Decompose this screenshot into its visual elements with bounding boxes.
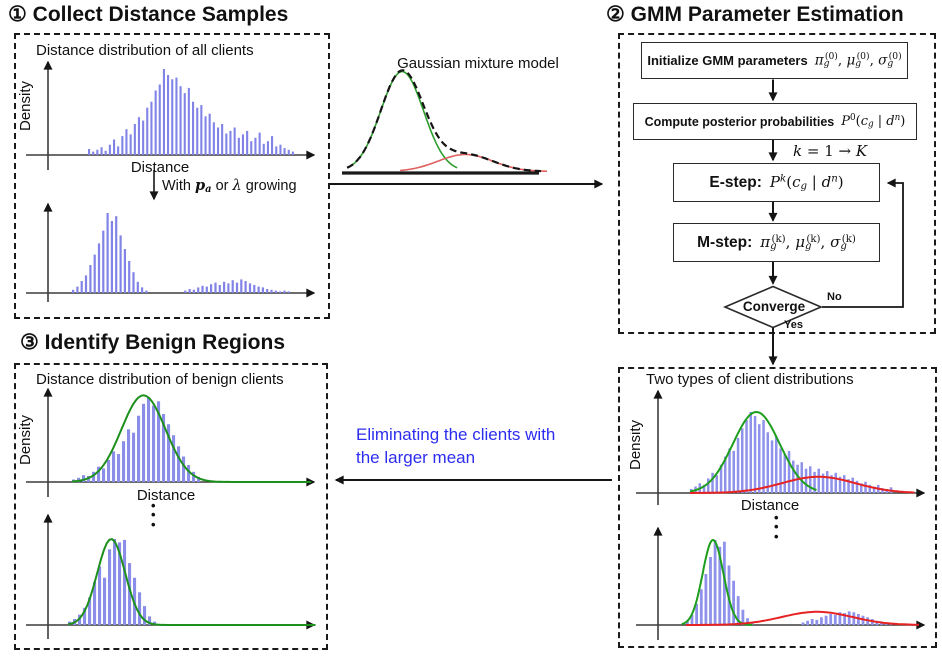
vdots-identify: • • • xyxy=(151,498,156,532)
estep-label: E-step: xyxy=(709,173,762,191)
feedback-no-arrow xyxy=(822,178,904,308)
posterior-probabilities-box: Compute posterior probabilities P0(cg | … xyxy=(633,103,917,140)
collect-plot-label: Distance distribution of all clients xyxy=(36,42,254,59)
init-parameters-box: Initialize GMM parameters πg(0), μg(0), … xyxy=(641,42,908,79)
two-types-top-bars xyxy=(689,410,915,494)
panel-identify-box xyxy=(14,363,328,650)
section-title-collect: ① Collect Distance Samples xyxy=(8,3,289,26)
mstep-box: M-step: πg(k), μg(k), σg(k) xyxy=(673,223,880,262)
section-title-gmm: ② GMM Parameter Estimation xyxy=(606,3,904,26)
init-parameters-formula: πg(0), μg(0), σg(0) xyxy=(814,51,902,70)
all-clients-bars xyxy=(88,69,294,155)
benign-top-histogram: Density Distance xyxy=(17,387,316,504)
benign-top-bars xyxy=(71,394,312,483)
all-clients-histogram: Density Distance xyxy=(17,60,316,176)
density-label: Density xyxy=(17,414,34,465)
mstep-label: M-step: xyxy=(697,233,753,251)
gmm-curves xyxy=(346,69,548,173)
growing-bars xyxy=(72,213,290,293)
growing-histogram xyxy=(26,202,316,302)
identify-plot-label: Distance distribution of benign clients xyxy=(36,371,284,388)
benign-bottom-histogram xyxy=(26,513,316,639)
distance-label: Distance xyxy=(741,497,799,514)
branch-no-label: No xyxy=(827,291,842,303)
two-types-bottom-histogram xyxy=(636,526,926,640)
growing-transition-label: With pa or λ growing xyxy=(162,177,297,195)
two-types-bottom-bars xyxy=(681,538,920,626)
gmm-curve-plot: Gaussian mixture model xyxy=(342,55,559,175)
two-types-plot-label: Two types of client distributions xyxy=(646,371,854,388)
posterior-probabilities-label: Compute posterior probabilities xyxy=(644,114,835,129)
branch-yes-label: Yes xyxy=(784,319,803,331)
two-types-top-histogram: Density Distance xyxy=(630,389,926,514)
gmm-plot-title: Gaussian mixture model xyxy=(397,55,559,72)
estep-box: E-step: Pk(cg | dn) xyxy=(673,163,880,202)
section-title-identify: ③ Identify Benign Regions xyxy=(20,331,286,354)
converge-diamond xyxy=(722,285,824,329)
eliminate-caption: Eliminating the clients with the larger … xyxy=(356,425,556,467)
distance-label: Distance xyxy=(137,487,195,504)
panel-gmm-box xyxy=(618,33,936,334)
posterior-probabilities-formula: P0(cg | dn) xyxy=(841,113,906,130)
density-label: Density xyxy=(17,80,34,131)
init-parameters-label: Initialize GMM parameters xyxy=(647,53,808,68)
mstep-formula: πg(k), μg(k), σg(k) xyxy=(760,233,856,252)
distance-label: Distance xyxy=(131,159,189,176)
vdots-two-types: • • • xyxy=(774,510,779,544)
loop-counter-label: k = 1 → K xyxy=(793,142,868,160)
converge-label: Converge xyxy=(742,299,806,314)
estep-formula: Pk(cg | dn) xyxy=(769,173,844,192)
density-label: Density xyxy=(630,419,644,470)
panel-two-types-box xyxy=(618,367,937,648)
benign-bottom-bars xyxy=(67,537,316,626)
panel-collect-box xyxy=(14,33,330,319)
